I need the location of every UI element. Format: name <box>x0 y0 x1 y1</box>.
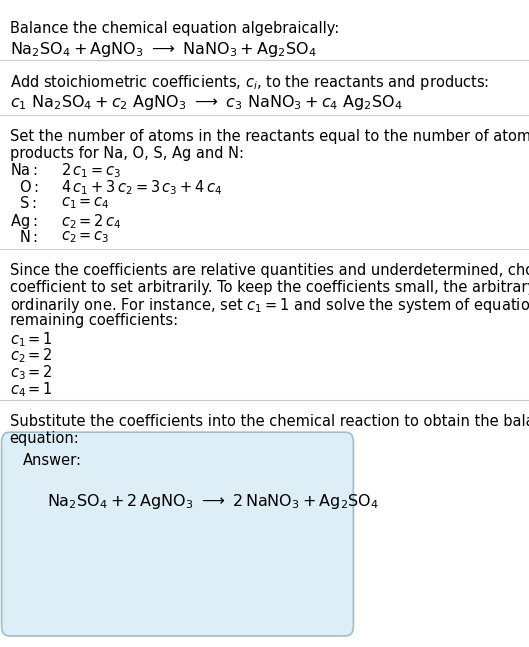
Text: Substitute the coefficients into the chemical reaction to obtain the balanced: Substitute the coefficients into the che… <box>10 414 529 429</box>
Text: $\mathrm{Ag:}$: $\mathrm{Ag:}$ <box>10 212 37 231</box>
Text: $c_2 = 2$: $c_2 = 2$ <box>10 347 52 366</box>
Text: ordinarily one. For instance, set $c_1 = 1$ and solve the system of equations fo: ordinarily one. For instance, set $c_1 =… <box>10 296 529 315</box>
Text: $c_2 = c_3$: $c_2 = c_3$ <box>61 229 110 245</box>
Text: $c_1 = c_4$: $c_1 = c_4$ <box>61 195 110 211</box>
Text: Balance the chemical equation algebraically:: Balance the chemical equation algebraica… <box>10 21 339 36</box>
Text: Since the coefficients are relative quantities and underdetermined, choose a: Since the coefficients are relative quan… <box>10 263 529 278</box>
Text: $c_2 = 2\,c_4$: $c_2 = 2\,c_4$ <box>61 212 122 231</box>
Text: $\mathrm{Na:}$: $\mathrm{Na:}$ <box>10 162 38 178</box>
Text: equation:: equation: <box>10 431 79 446</box>
Text: remaining coefficients:: remaining coefficients: <box>10 313 178 328</box>
Text: $c_1 = 1$: $c_1 = 1$ <box>10 330 52 349</box>
FancyBboxPatch shape <box>2 432 353 636</box>
Text: Add stoichiometric coefficients, $c_i$, to the reactants and products:: Add stoichiometric coefficients, $c_i$, … <box>10 73 489 92</box>
Text: $\mathrm{O:}$: $\mathrm{O:}$ <box>19 179 39 195</box>
Text: $c_1\ \mathrm{Na_2SO_4} + c_2\ \mathrm{AgNO_3} \ \longrightarrow \ c_3\ \mathrm{: $c_1\ \mathrm{Na_2SO_4} + c_2\ \mathrm{A… <box>10 93 403 111</box>
Text: products for Na, O, S, Ag and N:: products for Na, O, S, Ag and N: <box>10 146 243 160</box>
Text: $\mathrm{S:}$: $\mathrm{S:}$ <box>19 195 37 212</box>
Text: $c_4 = 1$: $c_4 = 1$ <box>10 380 52 399</box>
Text: $4\,c_1 + 3\,c_2 = 3\,c_3 + 4\,c_4$: $4\,c_1 + 3\,c_2 = 3\,c_3 + 4\,c_4$ <box>61 179 222 197</box>
Text: $\mathrm{Na_2SO_4 + AgNO_3 \ \longrightarrow \ NaNO_3 + Ag_2SO_4}$: $\mathrm{Na_2SO_4 + AgNO_3 \ \longrighta… <box>10 40 316 59</box>
Text: $\mathrm{Na_2SO_4 + 2\,AgNO_3 \ \longrightarrow \ 2\,NaNO_3 + Ag_2SO_4}$: $\mathrm{Na_2SO_4 + 2\,AgNO_3 \ \longrig… <box>47 492 379 510</box>
Text: Set the number of atoms in the reactants equal to the number of atoms in the: Set the number of atoms in the reactants… <box>10 129 529 144</box>
Text: $2\,c_1 = c_3$: $2\,c_1 = c_3$ <box>61 162 121 181</box>
Text: $c_3 = 2$: $c_3 = 2$ <box>10 364 52 382</box>
Text: $\mathrm{N:}$: $\mathrm{N:}$ <box>19 229 38 245</box>
Text: coefficient to set arbitrarily. To keep the coefficients small, the arbitrary va: coefficient to set arbitrarily. To keep … <box>10 280 529 294</box>
Text: Answer:: Answer: <box>23 453 82 468</box>
